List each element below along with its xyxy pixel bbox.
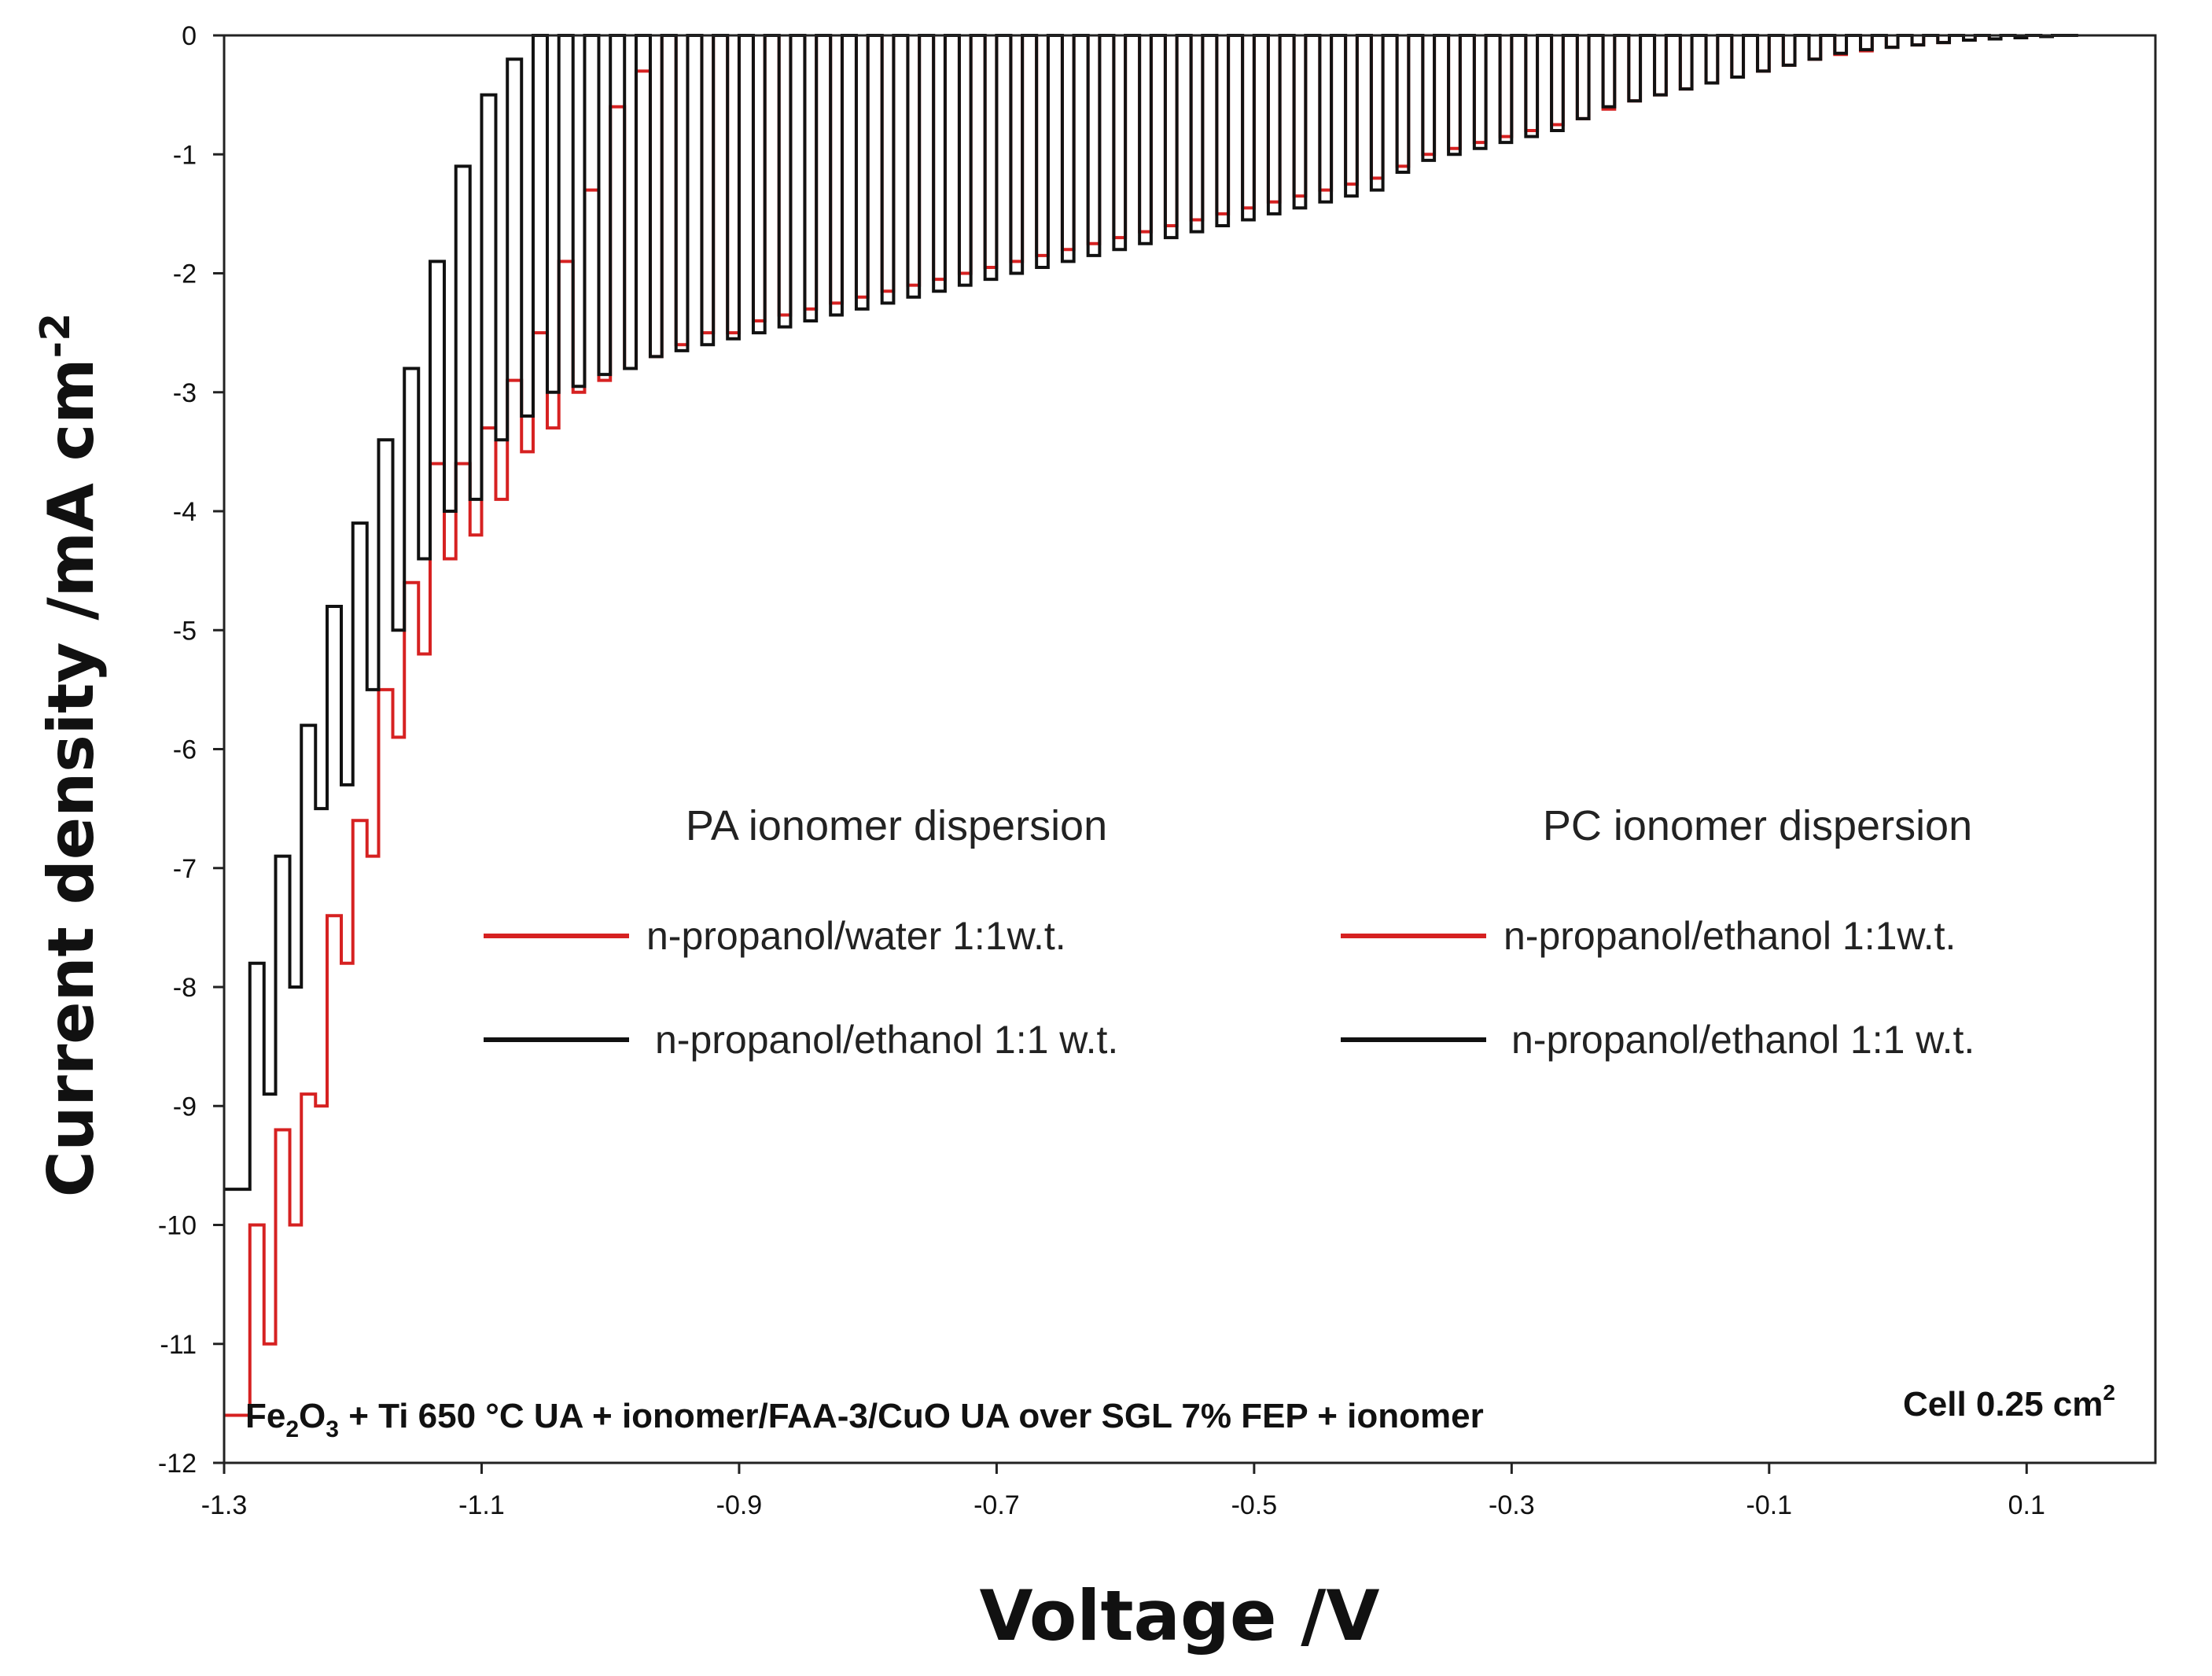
y-tick-label: -9 (173, 1092, 197, 1122)
legend-group-left-title: PA ionomer dispersion (686, 802, 1107, 849)
y-tick-label: -8 (173, 973, 197, 1003)
x-tick-label: -0.1 (1746, 1490, 1793, 1520)
y-tick-label: 0 (182, 21, 197, 51)
y-tick-label: -6 (173, 735, 197, 765)
x-axis-ticks: -1.3 -1.1 -0.9 -0.7 -0.5 -0.3 -0.1 0.1 (201, 1463, 2045, 1520)
annot-part2: O (299, 1397, 326, 1435)
y-tick-label: -7 (173, 854, 197, 884)
y-tick-label: -11 (160, 1330, 197, 1360)
cell-label-sup: 2 (2103, 1380, 2115, 1405)
y-tick-label: -12 (158, 1449, 197, 1479)
x-tick-label: -0.9 (716, 1490, 763, 1520)
y-tick-label: -1 (173, 140, 197, 170)
x-tick-label: 0.1 (2008, 1490, 2045, 1520)
x-tick-label: -1.1 (458, 1490, 505, 1520)
legend-label-pa-water: n-propanol/water 1:1w.t. (646, 914, 1066, 958)
x-tick-label: -1.3 (201, 1490, 248, 1520)
legend-label-pc-ethanol-black: n-propanol/ethanol 1:1 w.t. (1511, 1018, 1975, 1062)
y-tick-label: -4 (173, 497, 197, 527)
legend-label-pc-ethanol-red: n-propanol/ethanol 1:1w.t. (1503, 914, 1956, 958)
x-tick-label: -0.7 (974, 1490, 1020, 1520)
annot-part1: Fe (245, 1397, 285, 1435)
annot-part3: + Ti 650 °C UA + ionomer/FAA-3/CuO UA ov… (339, 1397, 1484, 1435)
y-axis-ticks: 0 -1 -2 -3 -4 -5 -6 -7 -8 -9 -10 -11 -12 (158, 21, 224, 1479)
y-tick-label: -3 (173, 378, 197, 408)
annot-sub1: 2 (285, 1416, 299, 1442)
x-tick-label: -0.3 (1489, 1490, 1535, 1520)
y-tick-label: -5 (173, 616, 197, 646)
annot-sub2: 3 (326, 1416, 339, 1442)
legend-label-pa-ethanol: n-propanol/ethanol 1:1 w.t. (655, 1018, 1118, 1062)
y-axis-title-sup: -2 (32, 313, 79, 359)
legend-group-right-title: PC ionomer dispersion (1543, 802, 1972, 849)
y-axis-title-main: Current density /mA cm (35, 359, 108, 1198)
cell-label-text: Cell 0.25 cm (1903, 1385, 2103, 1424)
x-tick-label: -0.5 (1231, 1490, 1278, 1520)
sample-annotation: Fe2O3 + Ti 650 °C UA + ionomer/FAA-3/CuO… (245, 1397, 1484, 1442)
y-tick-label: -2 (173, 260, 197, 289)
cell-area-label: Cell 0.25 cm2 (1903, 1380, 2115, 1424)
x-axis-title: Voltage /V (980, 1575, 1380, 1656)
y-tick-label: -10 (158, 1211, 197, 1241)
y-axis-title: Current density /mA cm-2 (32, 313, 108, 1198)
